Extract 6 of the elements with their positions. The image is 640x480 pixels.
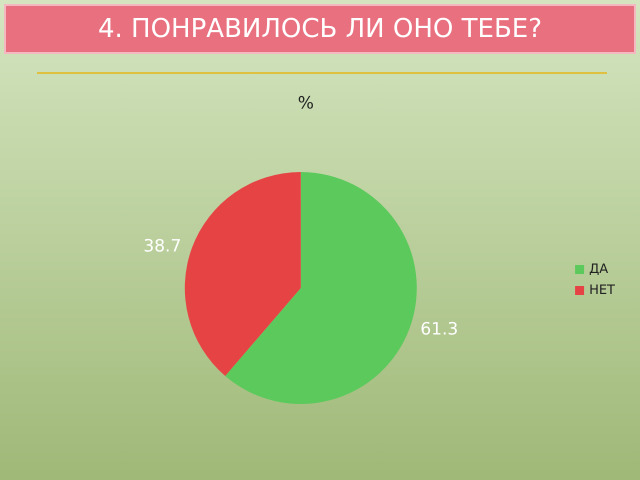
chart-title: 4. ПОНРАВИЛОСЬ ЛИ ОНО ТЕБЕ? — [4, 4, 636, 54]
legend-label: ДА — [589, 262, 608, 277]
data-label: 38.7 — [143, 236, 182, 256]
legend-label: НЕТ — [589, 283, 616, 298]
chart-subtitle: % — [298, 94, 314, 114]
data-label: 61.3 — [420, 320, 458, 340]
